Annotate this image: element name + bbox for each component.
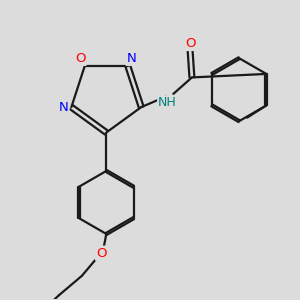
Text: NH: NH — [158, 97, 177, 110]
Text: O: O — [75, 52, 86, 65]
Text: O: O — [185, 37, 195, 50]
Text: N: N — [59, 100, 69, 114]
Text: N: N — [127, 52, 136, 65]
Text: O: O — [96, 247, 106, 260]
